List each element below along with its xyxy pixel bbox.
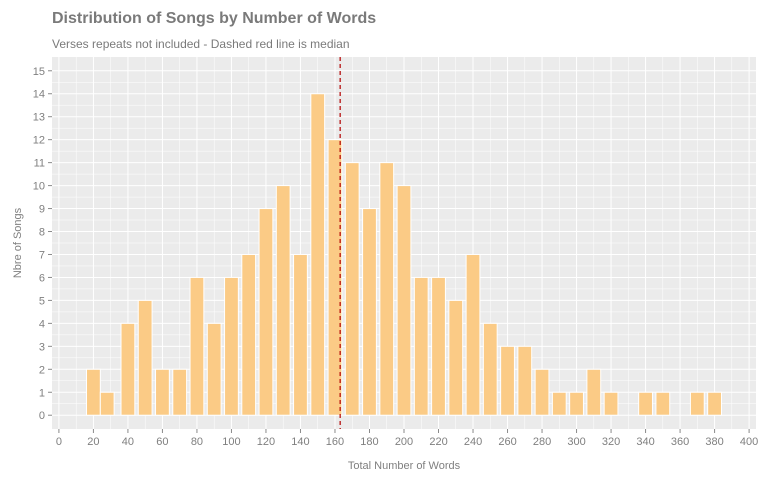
y-tick-label: 3 [39,341,45,353]
x-tick-label: 320 [602,436,620,448]
x-tick-label: 240 [464,436,482,448]
histogram-bar [638,391,653,416]
x-tick-label: 300 [567,436,585,448]
x-tick-label: 200 [395,436,413,448]
histogram-bar [707,391,722,416]
y-tick-label: 12 [33,135,45,147]
histogram-bar [465,253,481,416]
x-axis: 0 20 40 60 80 100 120 140 160 180 200 220 240 260 280 3… [56,429,758,448]
histogram-bar [99,391,115,416]
y-tick-label: 6 [39,272,45,284]
y-axis-title: Nbre of Songs [12,207,24,278]
y-tick-label: 4 [39,318,45,330]
x-tick-label: 120 [257,436,275,448]
y-tick-label: 13 [33,112,45,124]
histogram-bar [224,276,239,416]
y-tick-label: 10 [33,181,45,193]
y-tick-label: 8 [39,227,45,239]
y-tick-label: 5 [39,295,45,307]
x-tick-label: 180 [360,436,378,448]
x-tick-label: 60 [156,436,168,448]
histogram-bar [344,162,360,416]
histogram-bar [293,253,308,416]
x-axis-title: Total Number of Words [348,460,461,472]
x-tick-label: 160 [326,436,344,448]
x-tick-label: 360 [671,436,689,448]
histogram-bar [534,368,550,416]
histogram-bar [431,276,446,416]
histogram-bar [189,276,205,416]
y-tick-label: 7 [39,249,45,261]
histogram-bar [413,276,429,416]
histogram-bar [137,299,153,416]
histogram-bar [362,208,377,416]
x-tick-label: 380 [705,436,723,448]
y-tick-label: 1 [39,387,45,399]
histogram-bar [310,93,326,416]
x-tick-label: 340 [636,436,654,448]
histogram-bar [327,139,343,416]
histogram-bar [396,185,412,416]
histogram-bar [655,391,671,416]
bars [86,93,722,416]
x-tick-label: 40 [122,436,134,448]
y-tick-label: 9 [39,204,45,216]
histogram-bar [551,391,567,416]
histogram-bar [569,391,584,416]
chart-title: Distribution of Songs by Number of Words [52,10,377,27]
x-tick-label: 0 [56,436,62,448]
y-tick-label: 14 [33,89,45,101]
x-tick-label: 220 [429,436,447,448]
histogram-bar [275,185,291,416]
x-tick-label: 20 [87,436,99,448]
histogram-bar [517,345,533,416]
x-tick-label: 280 [533,436,551,448]
histogram-bar [482,322,498,416]
x-tick-label: 400 [740,436,758,448]
histogram-bar [120,322,136,416]
histogram-bar [448,299,464,416]
histogram-bar [258,208,274,416]
x-tick-label: 260 [498,436,516,448]
histogram-bar [379,162,395,416]
y-tick-label: 15 [33,66,45,78]
x-tick-label: 80 [191,436,203,448]
y-tick-label: 0 [39,410,45,422]
histogram-bar [241,253,257,416]
histogram-bar [172,368,188,416]
y-tick-label: 2 [39,364,45,376]
histogram-bar [603,391,619,416]
x-tick-label: 140 [291,436,309,448]
histogram-bar [689,391,705,416]
histogram-bar [500,345,515,416]
x-tick-label: 100 [222,436,240,448]
chart-subtitle: Verses repeats not included - Dashed red… [52,37,350,51]
histogram-bar [586,368,602,416]
histogram-bar [86,368,101,416]
y-tick-label: 11 [34,158,45,170]
histogram-bar [155,368,170,416]
histogram-bar [206,322,222,416]
